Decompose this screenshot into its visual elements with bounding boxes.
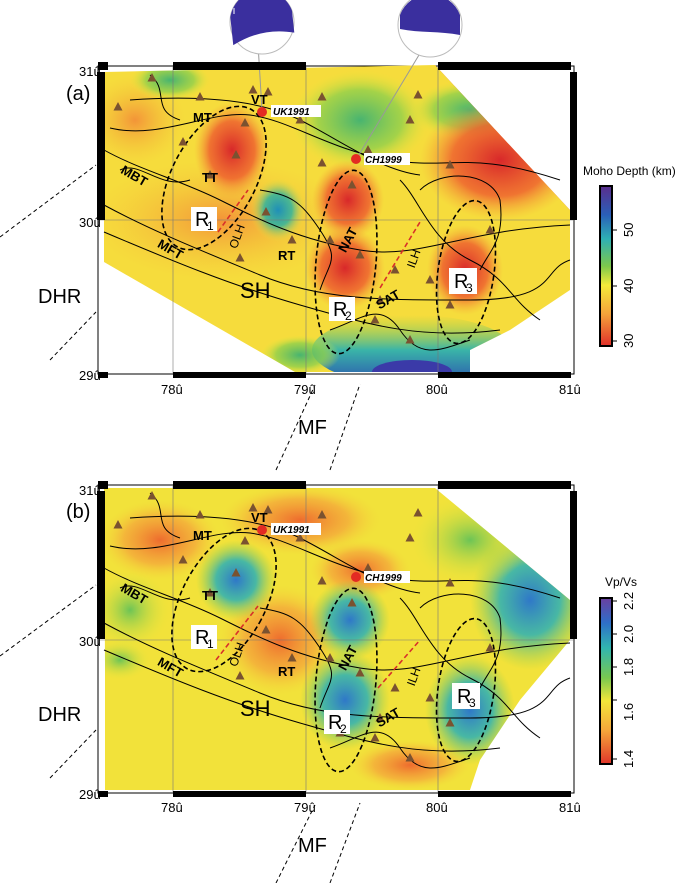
b-x-tick-79: 79û xyxy=(294,800,316,815)
a-y-tick-31: 31û xyxy=(79,64,101,79)
panel-b-red-dashes xyxy=(215,605,421,689)
panel-a-frame-bars xyxy=(97,62,577,378)
svg-text:30: 30 xyxy=(621,334,636,348)
rt-label-b: RT xyxy=(278,664,295,679)
event-uk1991-marker xyxy=(257,107,267,117)
panel-b-frame-bars xyxy=(97,481,577,797)
event-ch1999-label: CH1999 xyxy=(365,155,402,166)
svg-text:2.0: 2.0 xyxy=(621,625,636,643)
beachball-uk1991 xyxy=(229,0,295,55)
event-ch1999-label-b: CH1999 xyxy=(365,573,402,584)
b-y-tick-30: 30û xyxy=(79,634,101,649)
ilh-label: ILH xyxy=(404,247,424,269)
a-x-tick-81: 81û xyxy=(559,382,581,397)
moho-depth-surface xyxy=(104,65,570,372)
sh-label-b: SH xyxy=(240,696,271,721)
svg-text:3: 3 xyxy=(466,281,473,295)
event-ch1999-marker-b xyxy=(351,572,361,582)
panel-b-guides xyxy=(0,584,361,883)
svg-text:50: 50 xyxy=(621,223,636,237)
mf-label-b: MF xyxy=(298,835,327,857)
a-y-tick-29: 29û xyxy=(79,368,101,383)
r1-box: R1 xyxy=(191,207,217,233)
colorbar-a-title: Moho Depth (km) xyxy=(583,164,676,178)
dhr-label-b: DHR xyxy=(38,704,81,726)
b-x-tick-81: 81û xyxy=(559,800,581,815)
r1-box-b: R1 xyxy=(191,625,217,651)
ilh-label-b: ILH xyxy=(404,665,424,687)
svg-text:R: R xyxy=(195,209,209,231)
rt-label: RT xyxy=(278,248,295,263)
r3-box-b: R3 xyxy=(452,683,480,710)
panel-a-beachballs xyxy=(229,0,463,159)
svg-text:R: R xyxy=(328,712,342,734)
svg-text:2.2: 2.2 xyxy=(621,592,636,610)
svg-text:2: 2 xyxy=(345,309,352,323)
panel-b-regions xyxy=(171,527,497,773)
panel-a-guides xyxy=(0,164,361,471)
svg-text:40: 40 xyxy=(621,279,636,293)
a-y-tick-30: 30û xyxy=(79,215,101,230)
tt-label: TT xyxy=(202,170,218,185)
mf-label-a: MF xyxy=(298,417,327,439)
panel-b-grid xyxy=(98,485,574,793)
r3-box: R3 xyxy=(449,268,477,295)
panel-a-red-dashes xyxy=(217,189,421,289)
svg-text:1.4: 1.4 xyxy=(621,750,636,768)
svg-text:1.6: 1.6 xyxy=(621,703,636,721)
svg-text:R: R xyxy=(457,686,471,708)
svg-text:R: R xyxy=(195,627,209,649)
b-x-tick-78: 78û xyxy=(161,800,183,815)
a-x-tick-79: 79û xyxy=(294,382,316,397)
svg-text:2: 2 xyxy=(340,722,347,736)
svg-text:R: R xyxy=(333,299,347,321)
dhr-label-a: DHR xyxy=(38,286,81,308)
b-y-tick-31: 31û xyxy=(79,483,101,498)
svg-text:R: R xyxy=(454,271,468,293)
svg-text:1: 1 xyxy=(207,219,214,233)
b-x-tick-80: 80û xyxy=(426,800,448,815)
sh-label: SH xyxy=(240,278,271,303)
colorbar-b: Vp/Vs 2.2 2.0 1.8 1.6 1.4 xyxy=(599,575,637,768)
b-y-tick-29: 29û xyxy=(79,787,101,802)
event-ch1999-marker xyxy=(351,154,361,164)
panel-a-map: UK1991 CH1999 (a) VT MT TT MBT MFT OLH R… xyxy=(0,0,676,471)
colorbar-a: Moho Depth (km) 50 40 30 xyxy=(583,164,676,348)
beachball-ch1999 xyxy=(397,0,463,58)
panel-b-map: UK1991 CH1999 (b) VT MT TT MBT MFT OLH R… xyxy=(0,481,637,883)
event-uk1991-label: UK1991 xyxy=(273,107,310,118)
panel-a-regions xyxy=(161,105,497,355)
mt-label-b: MT xyxy=(193,528,212,543)
event-uk1991-label-b: UK1991 xyxy=(273,525,310,536)
svg-text:3: 3 xyxy=(469,696,476,710)
r2-box: R2 xyxy=(329,297,355,323)
svg-text:1.8: 1.8 xyxy=(621,658,636,676)
vt-label-b: VT xyxy=(251,510,268,525)
vt-label: VT xyxy=(251,92,268,107)
panel-a-label: (a) xyxy=(66,83,90,105)
panel-b-label: (b) xyxy=(66,501,90,523)
event-uk1991-marker-b xyxy=(257,525,267,535)
a-x-tick-78: 78û xyxy=(161,382,183,397)
r2-box-b: R2 xyxy=(324,710,350,736)
mt-label: MT xyxy=(193,110,212,125)
colorbar-b-title: Vp/Vs xyxy=(605,575,637,589)
a-x-tick-80: 80û xyxy=(426,382,448,397)
svg-text:1: 1 xyxy=(207,637,214,651)
tt-label-b: TT xyxy=(202,588,218,603)
